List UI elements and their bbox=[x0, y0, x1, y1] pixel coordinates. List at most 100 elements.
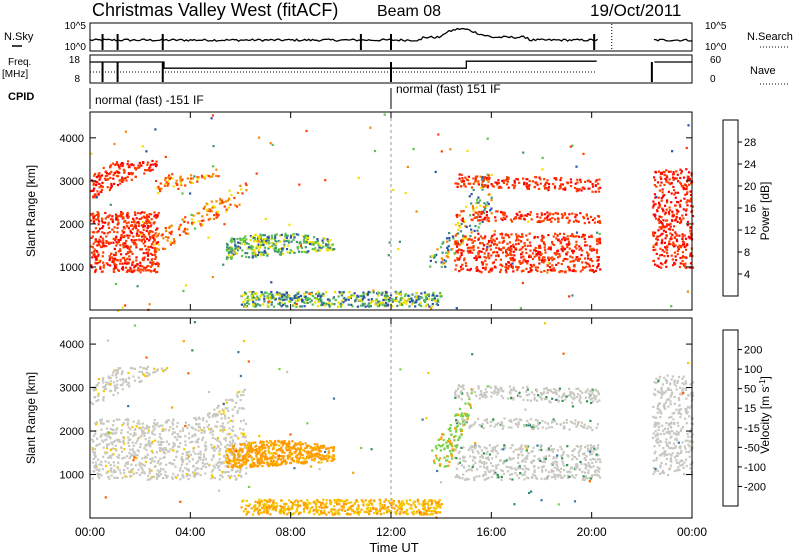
heatmap-cell bbox=[319, 446, 322, 449]
heatmap-cell bbox=[95, 249, 98, 253]
heatmap-cell bbox=[580, 254, 583, 257]
heatmap-cell bbox=[669, 243, 672, 246]
heatmap-cell bbox=[526, 184, 529, 187]
heatmap-cell bbox=[654, 179, 657, 182]
heatmap-cell bbox=[250, 451, 253, 454]
heatmap-cell bbox=[276, 458, 279, 461]
heatmap-cell bbox=[97, 173, 100, 176]
heatmap-cell bbox=[90, 264, 93, 267]
heatmap-cell bbox=[96, 231, 99, 234]
heatmap-cell bbox=[256, 462, 259, 465]
heatmap-cell bbox=[172, 185, 175, 188]
heatmap-cell bbox=[167, 443, 170, 446]
heatmap-cell bbox=[142, 223, 145, 227]
heatmap-cell bbox=[482, 244, 486, 247]
heatmap-cell bbox=[382, 301, 385, 304]
heatmap-cell bbox=[551, 264, 554, 267]
heatmap-cell bbox=[590, 447, 593, 450]
heatmap-cell bbox=[123, 262, 127, 265]
heatmap-cell bbox=[258, 236, 261, 239]
heatmap-cell bbox=[95, 183, 98, 186]
noise-panel: N.Sky 10^5 10^0 10^5 10^0 N.Search bbox=[4, 21, 793, 53]
heatmap-cell bbox=[94, 432, 97, 435]
heatmap-cell bbox=[225, 242, 229, 246]
heatmap-cell bbox=[112, 174, 115, 177]
heatmap-cell bbox=[479, 235, 482, 238]
heatmap-cell bbox=[672, 178, 675, 181]
heatmap-cell bbox=[259, 243, 262, 246]
heatmap-cell bbox=[98, 261, 101, 264]
heatmap-cell bbox=[153, 247, 156, 250]
heatmap-cell bbox=[178, 226, 181, 229]
heatmap-cell bbox=[578, 187, 581, 191]
heatmap-cell bbox=[507, 176, 510, 179]
heatmap-cell bbox=[557, 262, 560, 265]
heatmap-cell bbox=[108, 259, 111, 262]
heatmap-cell bbox=[156, 187, 159, 190]
heatmap-cell bbox=[581, 261, 584, 264]
heatmap-cell bbox=[226, 246, 229, 249]
heatmap-cell bbox=[152, 475, 156, 478]
heatmap-cell bbox=[481, 218, 484, 221]
heatmap-cell bbox=[199, 450, 202, 453]
heatmap-cell bbox=[567, 221, 570, 224]
heatmap-cell bbox=[332, 447, 335, 450]
heatmap-cell bbox=[119, 212, 122, 215]
heatmap-cell bbox=[171, 241, 174, 244]
heatmap-cell bbox=[164, 428, 167, 431]
heatmap-cell bbox=[429, 265, 432, 268]
heatmap-cell bbox=[458, 177, 461, 180]
heatmap-cell bbox=[667, 181, 670, 184]
heatmap-cell bbox=[240, 294, 243, 297]
heatmap-cell bbox=[153, 418, 156, 421]
heatmap-cell bbox=[490, 207, 493, 210]
heatmap-cell bbox=[529, 211, 532, 214]
heatmap-cell bbox=[92, 450, 95, 453]
heatmap-cell bbox=[146, 163, 149, 166]
heatmap-cell bbox=[95, 423, 98, 426]
heatmap-cell bbox=[522, 259, 525, 262]
heatmap-cell bbox=[150, 261, 153, 264]
heatmap-cell bbox=[234, 442, 237, 445]
heatmap-cell bbox=[505, 179, 508, 182]
heatmap-cell bbox=[104, 434, 107, 437]
heatmap-cell bbox=[327, 447, 330, 450]
heatmap-cell bbox=[154, 456, 157, 459]
heatmap-cell bbox=[227, 474, 230, 477]
heatmap-cell bbox=[255, 304, 258, 307]
heatmap-cell bbox=[483, 252, 486, 255]
heatmap-cell bbox=[323, 445, 326, 448]
heatmap-cell bbox=[435, 253, 438, 256]
heatmap-cell bbox=[285, 449, 288, 452]
heatmap-cell bbox=[564, 239, 567, 242]
heatmap-cell bbox=[92, 440, 95, 443]
heatmap-cell bbox=[197, 445, 200, 448]
heatmap-cell bbox=[237, 247, 240, 250]
heatmap-cell bbox=[134, 442, 138, 445]
heatmap-cell bbox=[511, 258, 514, 261]
heatmap-cell bbox=[684, 248, 688, 251]
heatmap-cell bbox=[158, 187, 161, 191]
heatmap-cell bbox=[517, 453, 520, 456]
heatmap-cell bbox=[117, 238, 120, 242]
heatmap-cell bbox=[116, 386, 119, 389]
heatmap-cell bbox=[137, 437, 140, 440]
heatmap-cell bbox=[184, 216, 187, 219]
heatmap-cell bbox=[136, 439, 139, 442]
heatmap-cell bbox=[652, 234, 655, 238]
heatmap-cell bbox=[285, 291, 288, 294]
heatmap-cell bbox=[667, 227, 670, 231]
heatmap-cell bbox=[152, 236, 155, 239]
heatmap-cell bbox=[506, 180, 509, 183]
heatmap-cell bbox=[93, 453, 96, 456]
heatmap-cell bbox=[236, 391, 239, 394]
heatmap-cell bbox=[144, 432, 147, 435]
heatmap-cell bbox=[224, 439, 227, 442]
heatmap-cell bbox=[231, 249, 234, 252]
heatmap-cell bbox=[129, 245, 132, 248]
heatmap-cell bbox=[184, 443, 187, 447]
heatmap-cell bbox=[541, 234, 544, 237]
heatmap-cell bbox=[95, 464, 98, 467]
heatmap-cell bbox=[271, 452, 274, 455]
